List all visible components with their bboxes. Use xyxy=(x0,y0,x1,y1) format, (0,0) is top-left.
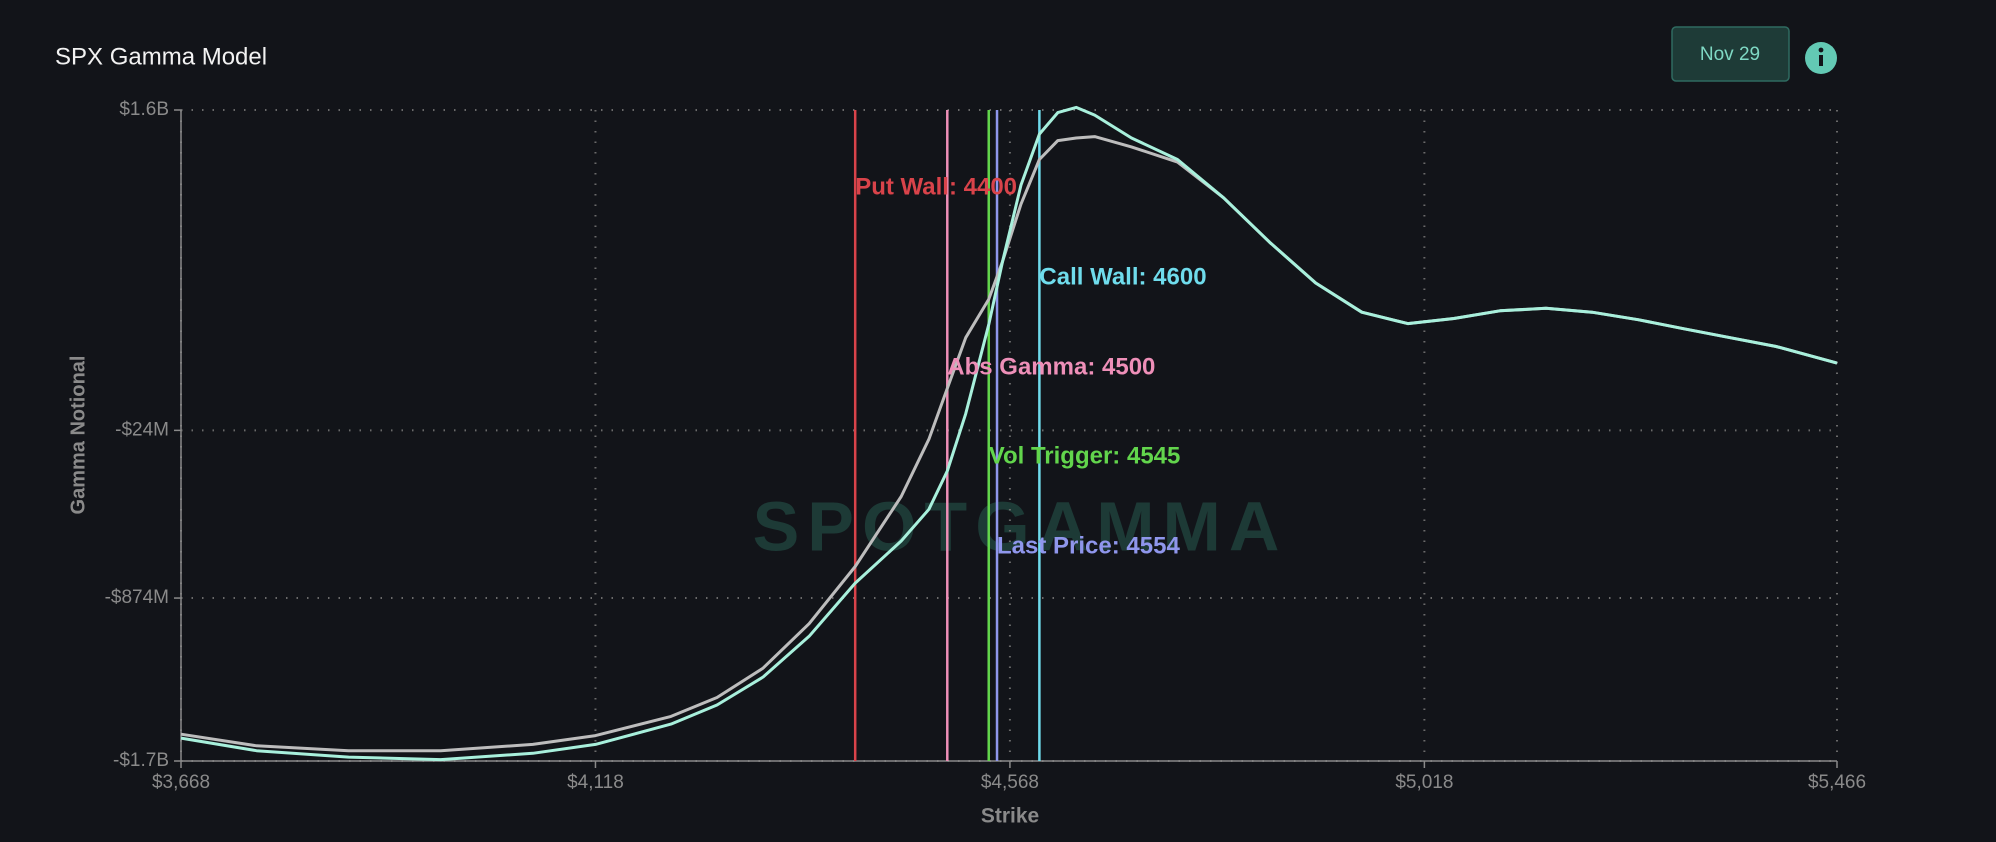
x-tick-label: $4,568 xyxy=(981,772,1039,793)
reference-label: Put Wall: 4400 xyxy=(855,173,1017,200)
x-tick-label: $5,018 xyxy=(1395,772,1453,793)
y-tick-label: -$24M xyxy=(115,419,169,440)
watermark: SPOTGAMMA xyxy=(753,487,1288,565)
info-icon[interactable] xyxy=(1805,42,1837,74)
reference-label: Last Price: 4554 xyxy=(997,532,1180,559)
reference-label: Call Wall: 4600 xyxy=(1039,263,1206,290)
y-tick-label: $1.6B xyxy=(119,99,169,120)
x-axis-label: Strike xyxy=(981,805,1039,828)
date-button-box[interactable] xyxy=(1671,26,1790,82)
y-axis-label: Gamma Notional xyxy=(67,356,89,515)
reference-label: Vol Trigger: 4545 xyxy=(989,442,1181,469)
x-tick-label: $5,466 xyxy=(1808,772,1866,793)
y-tick-label: -$1.7B xyxy=(113,750,169,771)
y-tick-label: -$874M xyxy=(105,587,169,608)
x-tick-label: $3,668 xyxy=(152,772,210,793)
x-tick-label: $4,118 xyxy=(567,772,624,793)
date-button-label[interactable]: Nov 29 xyxy=(1700,44,1760,65)
reference-label: Abs Gamma: 4500 xyxy=(947,353,1155,380)
date-button[interactable]: Nov 29 xyxy=(1671,26,1790,82)
info-dot xyxy=(1818,47,1824,53)
series-line xyxy=(180,105,1838,762)
chart-title: SPX Gamma Model xyxy=(55,43,267,70)
info-stem xyxy=(1819,55,1823,66)
